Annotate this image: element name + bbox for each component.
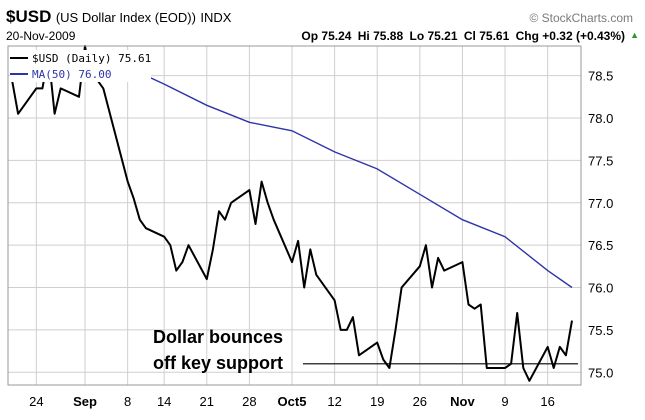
exchange-label: INDX	[200, 10, 232, 25]
close-label: Cl	[463, 29, 476, 43]
price-line	[11, 45, 573, 382]
support-annotation: Dollar bounces off key support	[153, 324, 283, 376]
y-axis-ticks: 75.0 75.5 76.0 76.5 77.0 77.5 78.0 78.5	[588, 69, 613, 381]
legend-item-ma: MA(50) 76.00	[10, 66, 151, 82]
x-tick-label: 9	[501, 394, 508, 409]
y-tick-label: 78.0	[588, 111, 613, 126]
open-label: Op	[301, 29, 319, 43]
y-tick-label: 75.5	[588, 323, 613, 338]
ticker-symbol: $USD	[6, 7, 52, 26]
grid-lines	[8, 46, 581, 385]
x-tick-label: Oct5	[278, 394, 307, 409]
ma50-line	[78, 53, 573, 289]
change-value: +0.32 (+0.43%)	[542, 29, 625, 43]
y-tick-label: 76.0	[588, 281, 613, 296]
y-tick-label: 75.0	[588, 365, 613, 380]
ohlc-stats: Op 75.24 Hi 75.88 Lo 75.21 Cl 75.61 Chg …	[301, 30, 625, 42]
open-value: 75.24	[321, 29, 352, 43]
legend-label-price: $USD (Daily) 75.61	[32, 51, 152, 65]
plot-frame	[7, 45, 582, 386]
high-label: Hi	[357, 29, 370, 43]
y-tick-label: 77.0	[588, 196, 613, 211]
close-value: 75.61	[479, 29, 510, 43]
x-tick-label: 16	[540, 394, 554, 409]
legend-label-ma: MA(50) 76.00	[32, 67, 112, 81]
x-axis-ticks: 24 Sep 8 14 21 28 Oct5 12 19 26 Nov 9 16	[29, 394, 555, 409]
high-value: 75.88	[373, 29, 404, 43]
y-tick-label: 77.5	[588, 153, 613, 168]
y-tick-label: 78.5	[588, 69, 613, 84]
date-label: 20-Nov-2009	[6, 29, 76, 43]
x-tick-label: 21	[200, 394, 214, 409]
legend-item-price: $USD (Daily) 75.61	[10, 50, 151, 66]
x-tick-label: 19	[370, 394, 384, 409]
stats-bar: 20-Nov-2009	[6, 30, 75, 42]
y-tick-label: 76.5	[588, 238, 613, 253]
stockcharts-credit: © StockCharts.com	[529, 11, 633, 25]
legend-swatch-ma	[10, 73, 28, 75]
x-tick-label: 8	[124, 394, 131, 409]
x-tick-label: 12	[327, 394, 341, 409]
low-value: 75.21	[427, 29, 458, 43]
up-arrow-icon: ▲	[630, 30, 639, 40]
x-tick-label: 28	[242, 394, 256, 409]
change-label: Chg	[515, 29, 539, 43]
low-label: Lo	[409, 29, 425, 43]
ticker-description: (US Dollar Index (EOD))	[55, 10, 196, 25]
x-tick-label: 26	[413, 394, 427, 409]
chart-title: $USD (US Dollar Index (EOD)) INDX	[6, 8, 231, 26]
x-tick-label: 24	[29, 394, 43, 409]
annotation-line-1: Dollar bounces	[152, 327, 283, 347]
legend-swatch-price	[10, 57, 28, 59]
x-tick-label: 14	[157, 394, 171, 409]
x-tick-label: Nov	[450, 394, 475, 409]
annotation-line-2: off key support	[152, 353, 283, 373]
chart-legend: $USD (Daily) 75.61 MA(50) 76.00	[10, 50, 152, 82]
series-lines	[11, 45, 578, 382]
x-tick-label: Sep	[73, 394, 97, 409]
